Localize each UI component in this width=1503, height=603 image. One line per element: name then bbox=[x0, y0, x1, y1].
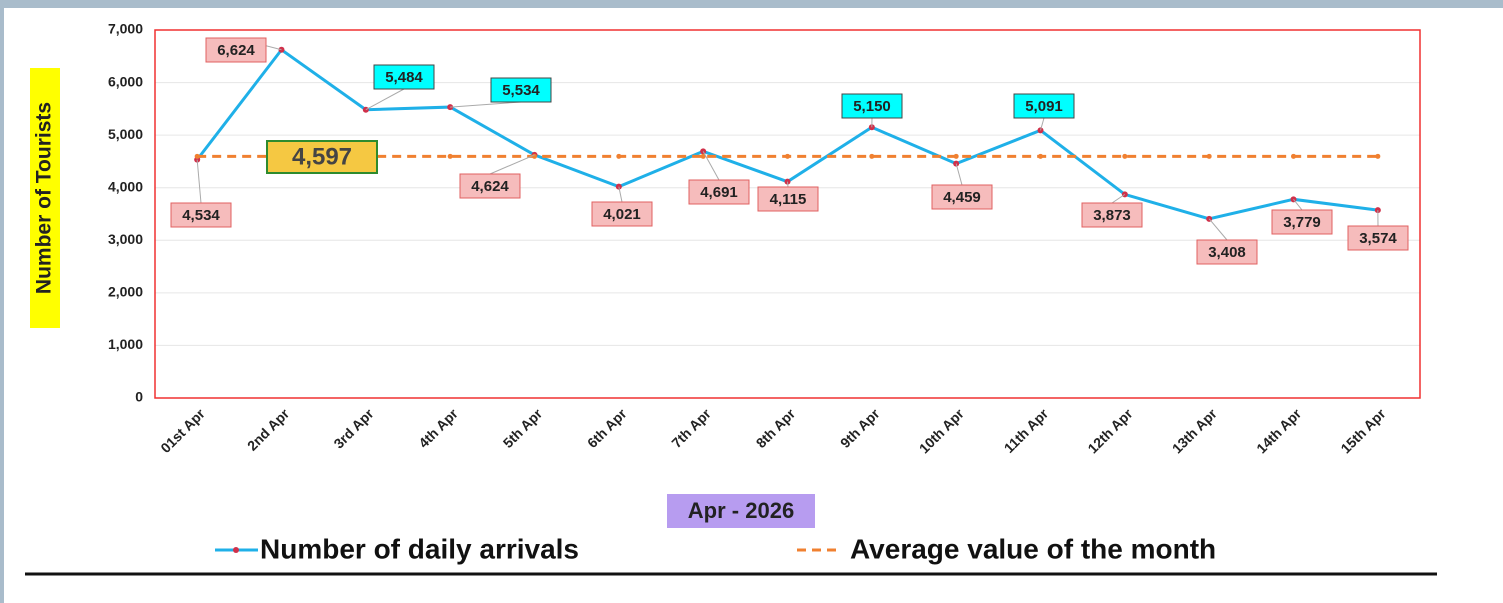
value-label: 3,873 bbox=[1093, 207, 1131, 224]
legend-label: Average value of the month bbox=[850, 533, 1216, 564]
value-label: 5,150 bbox=[853, 98, 891, 115]
marker bbox=[1375, 153, 1381, 159]
x-tick-label: 14th Apr bbox=[1253, 405, 1304, 456]
x-tick-label: 11th Apr bbox=[1001, 405, 1052, 456]
x-label-bg bbox=[667, 494, 815, 528]
x-tick-label: 9th Apr bbox=[837, 405, 883, 451]
frame-left bbox=[0, 0, 4, 603]
value-label: 5,534 bbox=[502, 82, 540, 99]
x-tick-label: 3rd Apr bbox=[330, 405, 377, 452]
value-label-box bbox=[373, 64, 435, 90]
marker bbox=[869, 153, 875, 159]
y-tick-label: 3,000 bbox=[108, 231, 143, 247]
x-tick-label: 4th Apr bbox=[415, 405, 461, 451]
value-label-box bbox=[490, 77, 552, 103]
x-tick-label: 15th Apr bbox=[1337, 405, 1388, 456]
leader-line bbox=[1111, 193, 1126, 204]
y-tick-label: 5,000 bbox=[108, 126, 143, 142]
legend-marker bbox=[233, 547, 239, 553]
x-tick-label: 8th Apr bbox=[753, 405, 799, 451]
y-label-bg bbox=[30, 68, 60, 328]
value-label: 6,624 bbox=[217, 42, 255, 59]
y-tick-label: 0 bbox=[135, 389, 143, 405]
y-tick-label: 4,000 bbox=[108, 178, 143, 194]
leader-line bbox=[787, 181, 789, 188]
leader-line bbox=[955, 163, 963, 186]
x-tick-label: 10th Apr bbox=[916, 405, 967, 456]
legend-label: Number of daily arrivals bbox=[260, 533, 579, 564]
value-label-box bbox=[1347, 225, 1409, 251]
leader-line bbox=[1293, 199, 1303, 211]
average-label: 4,597 bbox=[292, 143, 352, 170]
x-tick-label: 5th Apr bbox=[500, 405, 546, 451]
value-label: 4,115 bbox=[770, 191, 807, 208]
leader-line bbox=[489, 154, 535, 175]
marker bbox=[1122, 153, 1128, 159]
y-tick-label: 2,000 bbox=[108, 284, 143, 300]
value-label-box bbox=[1081, 202, 1143, 228]
value-label-box bbox=[841, 93, 903, 119]
y-tick-label: 7,000 bbox=[108, 21, 143, 37]
marker bbox=[1038, 153, 1043, 159]
value-label-box bbox=[170, 202, 232, 228]
average-label-box bbox=[266, 140, 378, 174]
x-axis-label: Apr - 2026 bbox=[688, 498, 794, 523]
value-label: 3,779 bbox=[1283, 214, 1321, 231]
value-label: 4,534 bbox=[182, 207, 220, 224]
value-label-box bbox=[591, 201, 653, 227]
value-label: 3,574 bbox=[1359, 230, 1397, 247]
value-label: 5,091 bbox=[1025, 98, 1063, 115]
y-tick-label: 1,000 bbox=[108, 336, 143, 352]
marker bbox=[532, 153, 537, 159]
value-label-box bbox=[688, 179, 750, 205]
y-axis-label: Number of Tourists bbox=[33, 102, 56, 294]
marker bbox=[1206, 153, 1212, 159]
leader-line bbox=[450, 101, 522, 108]
value-label-box bbox=[1271, 209, 1333, 235]
plot-border bbox=[154, 29, 1421, 399]
marker bbox=[616, 153, 622, 159]
x-tick-label: 12th Apr bbox=[1084, 405, 1135, 456]
leader-line bbox=[365, 88, 405, 111]
value-label-box bbox=[1013, 93, 1075, 119]
value-label: 4,459 bbox=[943, 189, 981, 206]
x-tick-label: 6th Apr bbox=[584, 405, 630, 451]
value-label: 4,624 bbox=[471, 178, 509, 195]
value-label-box bbox=[205, 37, 267, 63]
marker bbox=[1291, 153, 1296, 159]
marker bbox=[953, 153, 959, 159]
x-tick-label: 01st Apr bbox=[157, 405, 208, 456]
marker bbox=[447, 153, 453, 159]
y-tick-label: 6,000 bbox=[108, 73, 143, 89]
x-tick-label: 13th Apr bbox=[1169, 405, 1220, 456]
frame-top bbox=[0, 0, 1503, 8]
x-tick-label: 2nd Apr bbox=[244, 405, 293, 454]
value-label: 4,691 bbox=[700, 184, 738, 201]
value-label-box bbox=[931, 184, 993, 210]
marker bbox=[194, 153, 200, 159]
value-label-box bbox=[459, 173, 521, 199]
value-label-box bbox=[757, 186, 819, 212]
value-label: 5,484 bbox=[385, 69, 423, 86]
value-label: 3,408 bbox=[1208, 244, 1246, 261]
value-label-box bbox=[1196, 239, 1258, 265]
value-label: 4,021 bbox=[603, 206, 641, 223]
leader-line bbox=[618, 186, 623, 203]
marker bbox=[785, 153, 790, 159]
leader-line bbox=[702, 151, 720, 181]
marker bbox=[700, 153, 706, 159]
leader-line bbox=[1208, 218, 1228, 241]
x-tick-label: 7th Apr bbox=[668, 405, 714, 451]
leader-line bbox=[196, 159, 202, 204]
leader-line bbox=[1040, 117, 1045, 131]
